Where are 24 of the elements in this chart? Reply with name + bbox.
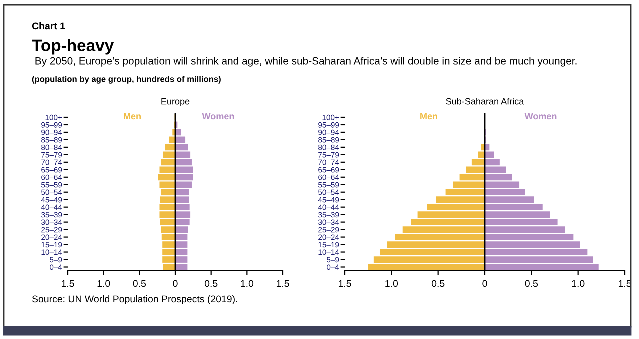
x-tick-label: 1.0 xyxy=(241,280,254,288)
text: Women xyxy=(524,113,557,120)
x-tick-label: 0.5 xyxy=(133,280,146,288)
x-tick-label: 1.0 xyxy=(572,280,585,288)
text: By 2050, Europe’s population will shrink and age, while sub-Saharan Africa’s will double in size and be much younger. xyxy=(36,57,577,67)
x-tick-label: 0.5 xyxy=(525,280,538,288)
x-tick-label: 1.5 xyxy=(276,280,290,288)
caption: Chart 1 xyxy=(32,22,66,30)
x-tick-label: 1.0 xyxy=(386,280,398,288)
text: Men xyxy=(420,113,438,120)
x-tick-label: 1.5 xyxy=(62,280,74,288)
text: (population by age group, hundreds of millions) xyxy=(32,76,221,84)
text: Women xyxy=(202,113,234,120)
source-note: Source: UN World Population Prospects (2019). xyxy=(32,295,238,305)
chart-title: Sub-Saharan Africa xyxy=(446,98,524,105)
x-tick-label: 1.5 xyxy=(338,280,352,288)
x-tick-label: 0.5 xyxy=(204,280,218,288)
text: Top-heavy xyxy=(32,39,114,55)
x-tick-label: 1.0 xyxy=(98,280,110,288)
x-tick-label: 0 xyxy=(173,280,178,288)
x-tick-label: 0 xyxy=(482,280,488,288)
text: Men xyxy=(124,113,141,120)
x-tick-label: 0.5 xyxy=(432,280,445,288)
chart-title: Europe xyxy=(162,98,190,107)
